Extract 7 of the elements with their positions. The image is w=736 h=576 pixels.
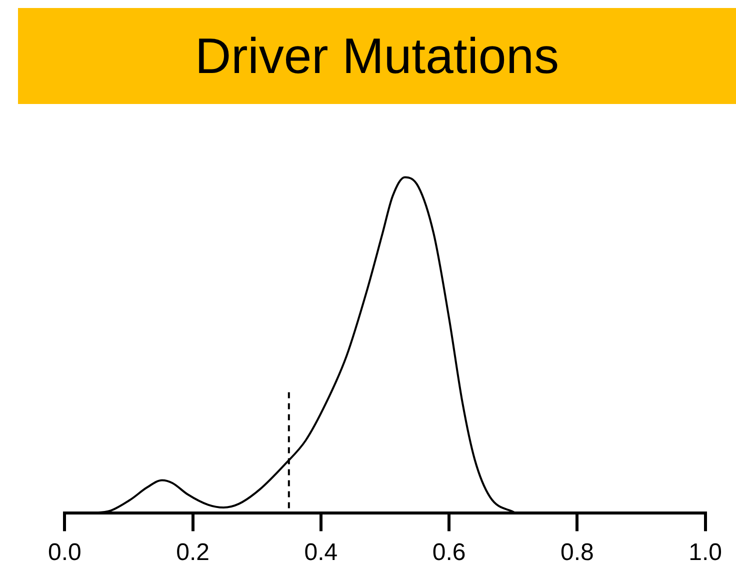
x-tick-label: 0.6 bbox=[432, 539, 466, 566]
x-tick-label: 0.0 bbox=[48, 539, 82, 566]
chart-title: Driver Mutations bbox=[18, 8, 736, 104]
x-tick-label: 0.4 bbox=[304, 539, 338, 566]
x-tick-label: 1.0 bbox=[688, 539, 722, 566]
x-tick-label: 0.8 bbox=[560, 539, 594, 566]
x-tick-label: 0.2 bbox=[176, 539, 210, 566]
